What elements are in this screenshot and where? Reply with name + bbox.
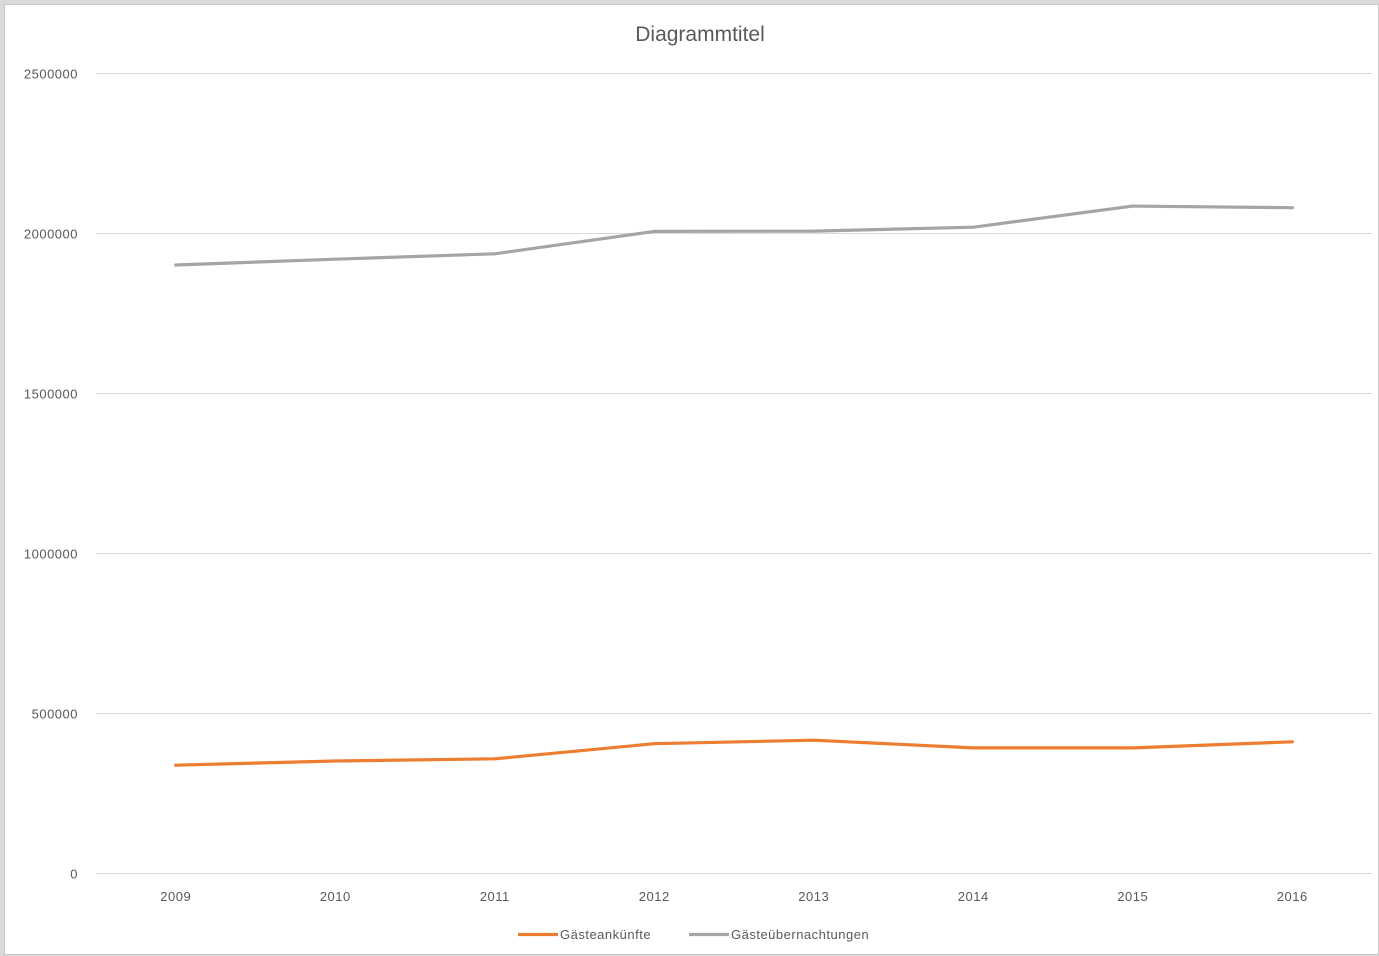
x-tick-label: 2010 xyxy=(320,889,351,904)
gridlines xyxy=(96,73,1372,874)
series-line-1 xyxy=(174,738,1294,767)
data-point xyxy=(652,229,656,233)
x-axis-ticks: 2009 2010 2011 2012 2013 2014 2015 2016 xyxy=(160,889,1307,904)
data-point xyxy=(493,757,497,761)
chart-title: Diagrammtitel xyxy=(635,23,765,46)
data-point xyxy=(174,263,178,267)
series-lines xyxy=(174,204,1294,767)
y-tick-label: 0 xyxy=(70,867,78,882)
y-tick-label: 2000000 xyxy=(24,227,78,242)
data-point xyxy=(812,738,816,742)
legend-label: Gästeankünfte xyxy=(560,927,651,942)
data-point xyxy=(333,257,337,261)
x-tick-label: 2013 xyxy=(798,889,829,904)
data-point xyxy=(1131,746,1135,750)
data-point xyxy=(1131,204,1135,208)
x-tick-label: 2012 xyxy=(639,889,670,904)
x-tick-label: 2011 xyxy=(480,889,510,904)
series-line-2 xyxy=(174,204,1294,267)
data-point xyxy=(652,742,656,746)
data-point xyxy=(493,252,497,256)
x-tick-label: 2014 xyxy=(958,889,989,904)
x-tick-label: 2016 xyxy=(1277,889,1308,904)
y-tick-label: 500000 xyxy=(32,707,78,722)
data-point xyxy=(971,746,975,750)
data-point xyxy=(812,229,816,233)
data-point xyxy=(333,759,337,763)
data-point xyxy=(1290,206,1294,210)
line-chart: Diagrammtitel 0 500000 1000000 1500000 20000… xyxy=(24,23,1372,942)
x-tick-label: 2015 xyxy=(1117,889,1148,904)
y-axis-ticks: 0 500000 1000000 1500000 2000000 2500000 xyxy=(24,67,78,882)
legend: Gästeankünfte Gästeübernachtungen xyxy=(518,927,869,942)
y-tick-label: 1000000 xyxy=(24,547,78,562)
y-tick-label: 1500000 xyxy=(24,387,78,402)
legend-label: Gästeübernachtungen xyxy=(731,927,869,942)
data-point xyxy=(1290,740,1294,744)
y-tick-label: 2500000 xyxy=(24,67,78,82)
x-tick-label: 2009 xyxy=(160,889,191,904)
chart-area: Diagrammtitel 0 500000 1000000 1500000 20000… xyxy=(4,4,1379,955)
data-point xyxy=(174,763,178,767)
data-point xyxy=(971,225,975,229)
